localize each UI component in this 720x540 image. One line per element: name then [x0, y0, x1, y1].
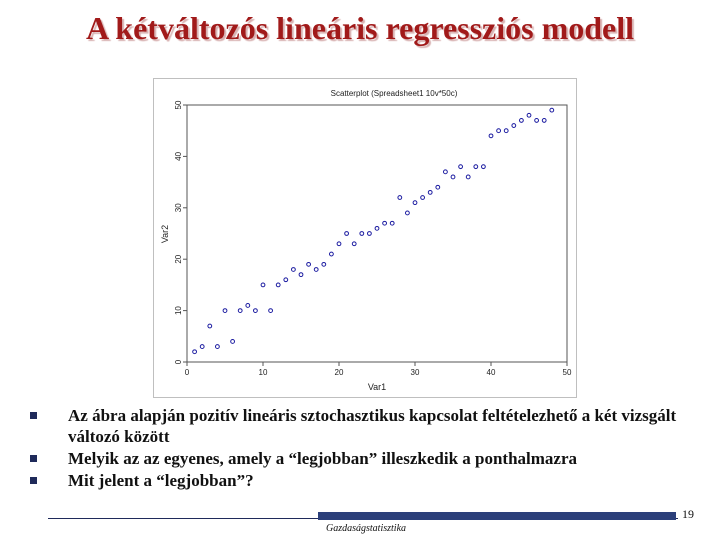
scatter-point [374, 225, 380, 231]
scatter-point [329, 251, 334, 257]
scatter-point [253, 308, 258, 314]
scatter-point [367, 231, 372, 236]
scatter-point [473, 164, 479, 170]
slide-title: A kétváltozós lineáris regressziós model… [85, 10, 635, 46]
scatter-point [298, 272, 304, 278]
scatter-point [534, 118, 540, 123]
scatter-point [496, 128, 502, 134]
scatter-point [488, 133, 494, 139]
scatter-point [541, 118, 547, 123]
scatter-point [291, 267, 296, 272]
scatter-point [275, 282, 281, 288]
scatter-point [306, 261, 312, 267]
footer-accent-bar [318, 512, 676, 520]
scatter-point [192, 349, 197, 355]
x-tick-label: 0 [185, 368, 190, 377]
scatter-point [344, 231, 350, 236]
page-number: 19 [682, 507, 694, 521]
scatter-point [458, 164, 464, 170]
y-tick-label: 0 [174, 359, 183, 364]
bullet-list: Az ábra alapján pozitív lineáris sztocha… [30, 405, 695, 492]
scatter-point [230, 339, 235, 344]
bullet-item: Az ábra alapján pozitív lineáris sztocha… [30, 405, 695, 447]
scatter-point [427, 189, 433, 195]
bullet-text: Melyik az az egyenes, amely a “legjobban… [68, 449, 578, 468]
scatter-point [549, 107, 555, 113]
scatter-points [192, 107, 555, 355]
x-tick-label: 10 [259, 368, 268, 377]
x-tick-label: 50 [563, 368, 572, 377]
scatter-point [412, 200, 418, 206]
scatter-point [389, 220, 395, 226]
scatter-point [283, 277, 289, 283]
y-tick-label: 30 [174, 203, 183, 212]
bullet-text: Az ábra alapján pozitív lineáris sztocha… [68, 406, 677, 446]
bullet-item: Melyik az az egyenes, amely a “legjobban… [30, 448, 695, 469]
y-tick-label: 50 [174, 100, 183, 109]
scatter-point [313, 267, 319, 272]
scatter-point [405, 210, 410, 216]
scatter-point [443, 169, 448, 175]
y-tick-label: 40 [174, 151, 183, 160]
x-axis-label: Var1 [368, 382, 386, 392]
scatter-point [397, 195, 403, 200]
square-bullet-icon [30, 455, 37, 462]
y-tick-label: 10 [174, 306, 183, 315]
x-tick-label: 20 [335, 368, 344, 377]
scatter-point [207, 323, 213, 329]
bullet-text: Mit jelent a “legjobban”? [68, 471, 254, 490]
scatter-point [199, 344, 205, 349]
y-tick-label: 20 [174, 254, 183, 263]
scatter-point [465, 174, 471, 180]
square-bullet-icon [30, 412, 37, 419]
scatter-point [503, 128, 509, 134]
footer-course-name: Gazdaságstatisztika [326, 523, 407, 534]
scatter-point [268, 308, 273, 314]
scatter-point [420, 195, 426, 200]
scatter-point [359, 231, 365, 236]
x-tick-label: 40 [487, 368, 496, 377]
scatter-point [245, 303, 251, 308]
scatter-point [222, 308, 228, 314]
scatter-point [260, 282, 266, 288]
y-axis-label: Var2 [160, 225, 170, 243]
bullet-item: Mit jelent a “legjobban”? [30, 470, 695, 491]
square-bullet-icon [30, 477, 37, 484]
scatter-point [321, 261, 327, 267]
scatter-point [215, 344, 220, 349]
x-tick-label: 30 [411, 368, 420, 377]
scatterplot-svg: Scatterplot (Spreadsheet1 10v*50c) 0 10 20… [154, 79, 576, 397]
chart-title: Scatterplot (Spreadsheet1 10v*50c) [331, 89, 458, 98]
scatter-point [450, 174, 456, 180]
scatter-point [526, 112, 532, 118]
scatter-point [351, 241, 357, 247]
x-axis-ticks: 0 10 20 30 40 50 [185, 362, 572, 377]
scatterplot-chart: Scatterplot (Spreadsheet1 10v*50c) 0 10 20… [153, 78, 577, 398]
y-axis-ticks: 0 10 20 30 40 50 [174, 100, 187, 364]
scatter-point [336, 241, 342, 247]
scatter-point [237, 308, 243, 314]
scatter-point [382, 220, 388, 226]
scatter-point [511, 123, 517, 128]
plot-area [186, 104, 568, 363]
scatter-point [519, 118, 524, 123]
scatter-point [435, 184, 441, 190]
scatter-point [481, 164, 486, 170]
